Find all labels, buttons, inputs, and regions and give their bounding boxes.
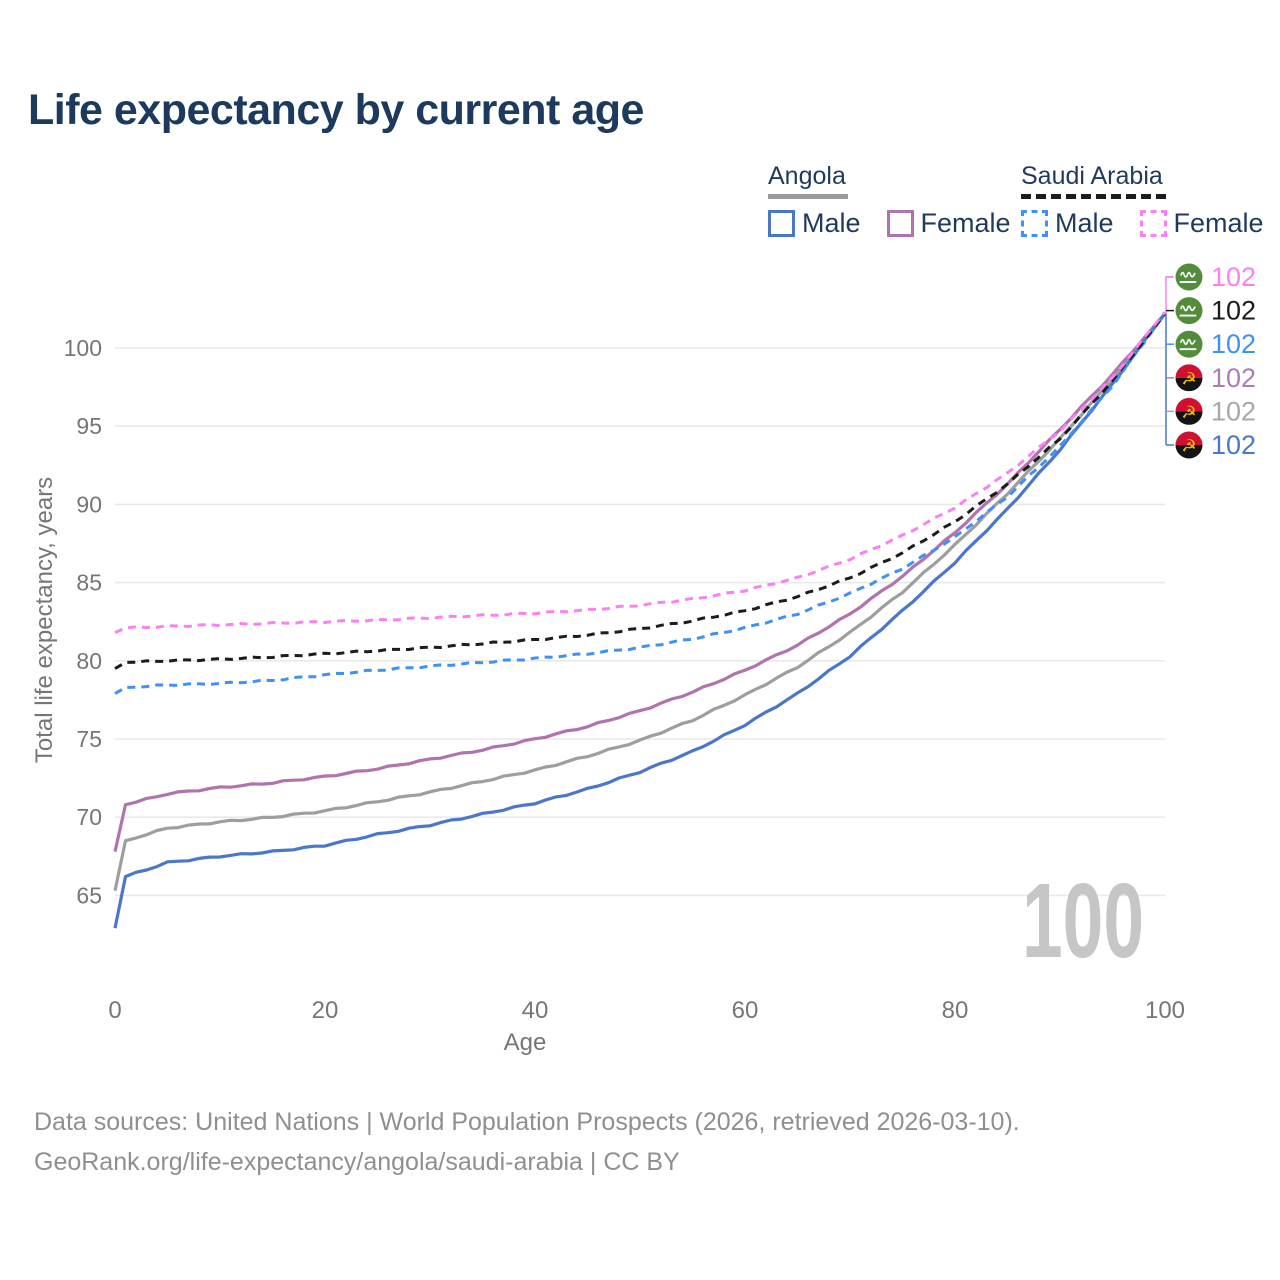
end-value-label: 102 [1211,262,1256,292]
angola-flag-icon: ☭ [1175,397,1203,425]
end-value-label: 102 [1211,296,1256,326]
y-tick-label: 75 [76,726,102,752]
saudi-arabia-flag-icon [1175,297,1203,325]
y-tick-label: 100 [64,335,102,361]
end-label-connector [1165,276,1173,314]
x-tick-label: 40 [522,997,549,1024]
legend-item-angola-male[interactable]: Male [768,208,861,239]
legend-checkbox-angola-female[interactable] [886,210,914,237]
age-watermark: 100 [1022,862,1144,980]
legend-checkbox-angola-male[interactable] [768,210,795,237]
legend-item-saudi-arabia-female[interactable]: Female [1139,208,1264,239]
legend-label-saudi-arabia-female: Female [1173,208,1264,238]
svg-text:☭: ☭ [1181,369,1196,388]
end-value-label: 102 [1211,363,1256,393]
legend-country-angola[interactable]: Angola [768,162,846,190]
y-tick-label: 80 [76,648,102,674]
end-value-label: 102 [1211,430,1256,460]
legend-item-angola-female[interactable]: Female [886,208,1011,239]
curve-saudi-arabia-female[interactable] [114,311,1167,634]
x-tick-label: 60 [732,997,759,1024]
end-value-label: 102 [1211,329,1256,359]
curve-angola-female[interactable] [113,312,1167,852]
legend-underline-angola [768,194,848,199]
curve-saudi-arabia-male[interactable] [114,312,1167,695]
saudi-arabia-flag-icon [1175,263,1203,291]
legend-country-saudi-arabia[interactable]: Saudi Arabia [1021,162,1163,190]
legend-checkbox-saudi-arabia-female[interactable] [1139,210,1167,237]
curve-angola-male[interactable] [113,312,1167,929]
legend-underline-saudi-arabia [1021,194,1166,199]
x-axis-label: Age [504,1029,547,1056]
data-source-note: Data sources: United Nations | World Pop… [34,1108,1020,1136]
legend-label-saudi-arabia-male: Male [1055,208,1114,238]
angola-flag-icon: ☭ [1175,431,1203,459]
x-tick-label: 80 [942,997,969,1024]
legend-group-saudi-arabia: Saudi Arabia Male Female [1021,162,1280,239]
y-tick-label: 90 [76,491,102,517]
legend-row-angola: Male Female [768,208,1037,239]
svg-text:☭: ☭ [1181,437,1196,456]
page-title: Life expectancy by current age [28,86,644,134]
svg-text:☭: ☭ [1181,403,1196,422]
legend-label-angola-male: Male [802,208,861,238]
attribution-note: GeoRank.org/life-expectancy/angola/saudi… [34,1148,680,1176]
chart: 65 70 75 80 85 90 95 100 0 20 40 60 80 100 Age Total li… [31,262,1256,1056]
angola-flag-icon: ☭ [1175,364,1203,392]
legend-group-angola: Angola Male Female [768,162,1037,239]
y-tick-label: 95 [76,413,102,439]
y-tick-label: 70 [76,804,102,830]
x-tick-label: 100 [1145,997,1185,1024]
curve-saudi-arabia-total[interactable] [114,312,1167,670]
curve-angola-total[interactable] [113,312,1167,892]
y-axis-label: Total life expectancy, years [31,477,58,763]
legend-row-saudi-arabia: Male Female [1021,208,1280,239]
end-value-label: 102 [1211,396,1256,426]
legend-checkbox-saudi-arabia-male[interactable] [1021,210,1048,237]
y-tick-label: 85 [76,570,102,596]
x-tick-label: 0 [108,997,121,1024]
legend-label-angola-female: Female [920,208,1011,238]
legend-item-saudi-arabia-male[interactable]: Male [1021,208,1114,239]
saudi-arabia-flag-icon [1175,330,1203,358]
x-tick-label: 20 [312,997,339,1024]
y-tick-label: 65 [76,882,102,908]
